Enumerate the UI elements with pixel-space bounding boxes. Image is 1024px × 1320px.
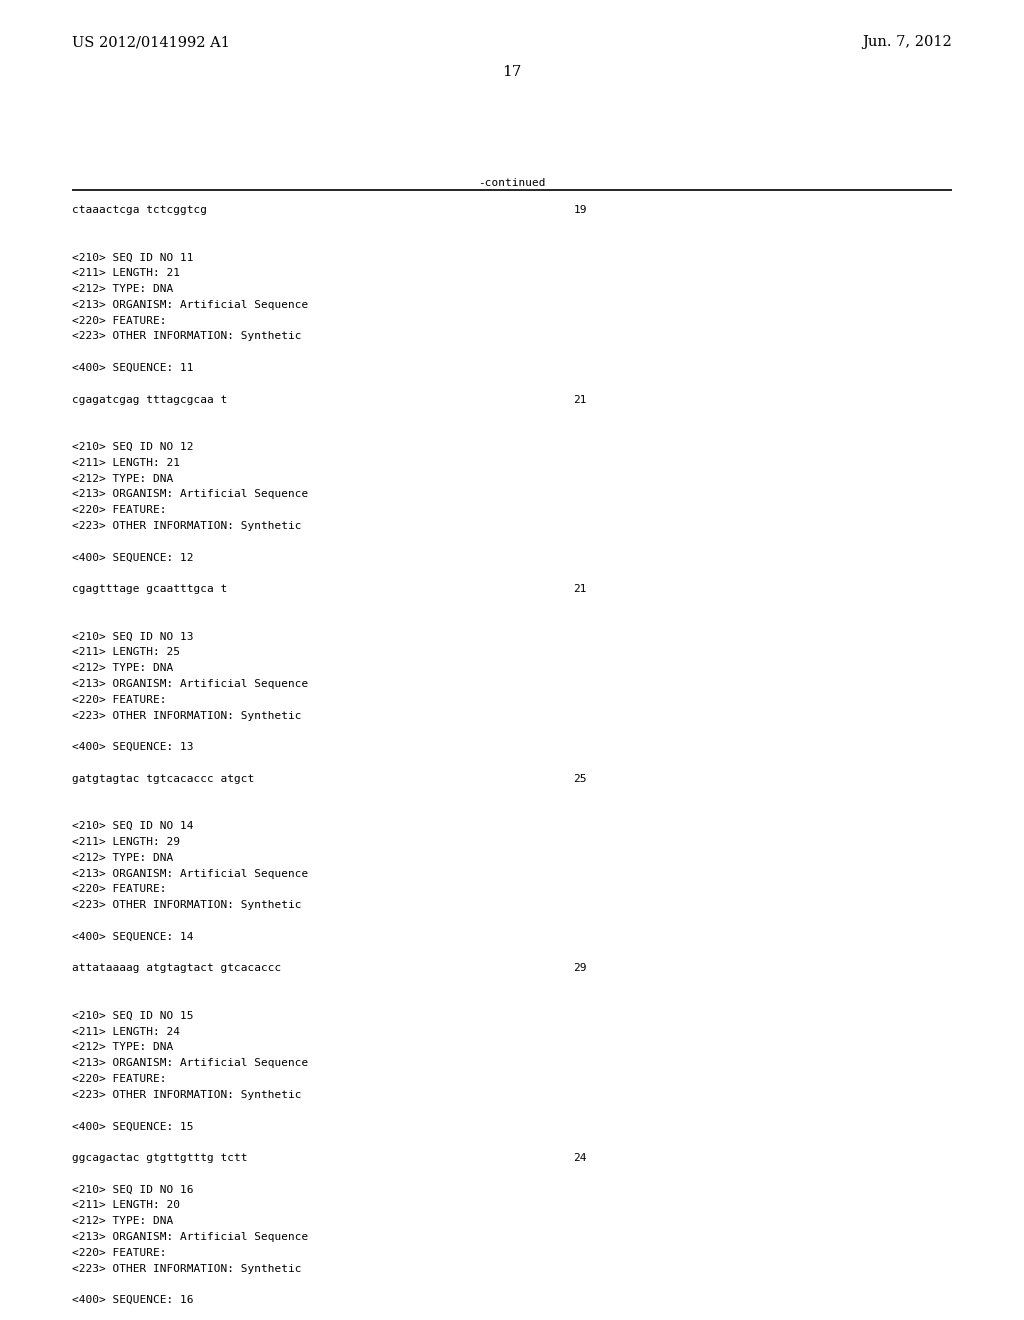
Text: 21: 21 — [573, 395, 587, 405]
Text: <223> OTHER INFORMATION: Synthetic: <223> OTHER INFORMATION: Synthetic — [72, 331, 301, 342]
Text: 21: 21 — [573, 585, 587, 594]
Text: <210> SEQ ID NO 14: <210> SEQ ID NO 14 — [72, 821, 194, 832]
Text: <220> FEATURE:: <220> FEATURE: — [72, 1247, 167, 1258]
Text: <220> FEATURE:: <220> FEATURE: — [72, 506, 167, 515]
Text: 29: 29 — [573, 964, 587, 973]
Text: <211> LENGTH: 24: <211> LENGTH: 24 — [72, 1027, 180, 1036]
Text: <213> ORGANISM: Artificial Sequence: <213> ORGANISM: Artificial Sequence — [72, 1059, 308, 1068]
Text: <211> LENGTH: 25: <211> LENGTH: 25 — [72, 647, 180, 657]
Text: <210> SEQ ID NO 15: <210> SEQ ID NO 15 — [72, 1011, 194, 1020]
Text: <211> LENGTH: 29: <211> LENGTH: 29 — [72, 837, 180, 847]
Text: <211> LENGTH: 21: <211> LENGTH: 21 — [72, 268, 180, 279]
Text: 25: 25 — [573, 774, 587, 784]
Text: <211> LENGTH: 20: <211> LENGTH: 20 — [72, 1200, 180, 1210]
Text: <212> TYPE: DNA: <212> TYPE: DNA — [72, 853, 173, 863]
Text: <210> SEQ ID NO 13: <210> SEQ ID NO 13 — [72, 631, 194, 642]
Text: 17: 17 — [503, 65, 521, 79]
Text: <212> TYPE: DNA: <212> TYPE: DNA — [72, 1043, 173, 1052]
Text: <213> ORGANISM: Artificial Sequence: <213> ORGANISM: Artificial Sequence — [72, 1232, 308, 1242]
Text: cgagatcgag tttagcgcaa t: cgagatcgag tttagcgcaa t — [72, 395, 227, 405]
Text: <212> TYPE: DNA: <212> TYPE: DNA — [72, 1216, 173, 1226]
Text: <220> FEATURE:: <220> FEATURE: — [72, 315, 167, 326]
Text: <400> SEQUENCE: 11: <400> SEQUENCE: 11 — [72, 363, 194, 374]
Text: <212> TYPE: DNA: <212> TYPE: DNA — [72, 284, 173, 294]
Text: <223> OTHER INFORMATION: Synthetic: <223> OTHER INFORMATION: Synthetic — [72, 1263, 301, 1274]
Text: <220> FEATURE:: <220> FEATURE: — [72, 1074, 167, 1084]
Text: <223> OTHER INFORMATION: Synthetic: <223> OTHER INFORMATION: Synthetic — [72, 1090, 301, 1100]
Text: <211> LENGTH: 21: <211> LENGTH: 21 — [72, 458, 180, 467]
Text: 24: 24 — [573, 1152, 587, 1163]
Text: <223> OTHER INFORMATION: Synthetic: <223> OTHER INFORMATION: Synthetic — [72, 900, 301, 911]
Text: <210> SEQ ID NO 16: <210> SEQ ID NO 16 — [72, 1184, 194, 1195]
Text: Jun. 7, 2012: Jun. 7, 2012 — [862, 36, 952, 49]
Text: <223> OTHER INFORMATION: Synthetic: <223> OTHER INFORMATION: Synthetic — [72, 710, 301, 721]
Text: ggcagactac gtgttgtttg tctt: ggcagactac gtgttgtttg tctt — [72, 1152, 248, 1163]
Text: <223> OTHER INFORMATION: Synthetic: <223> OTHER INFORMATION: Synthetic — [72, 521, 301, 531]
Text: cgagtttage gcaatttgca t: cgagtttage gcaatttgca t — [72, 585, 227, 594]
Text: 19: 19 — [573, 205, 587, 215]
Text: <220> FEATURE:: <220> FEATURE: — [72, 694, 167, 705]
Text: <212> TYPE: DNA: <212> TYPE: DNA — [72, 663, 173, 673]
Text: -continued: -continued — [478, 178, 546, 187]
Text: <400> SEQUENCE: 15: <400> SEQUENCE: 15 — [72, 1122, 194, 1131]
Text: <400> SEQUENCE: 12: <400> SEQUENCE: 12 — [72, 553, 194, 562]
Text: <210> SEQ ID NO 12: <210> SEQ ID NO 12 — [72, 442, 194, 451]
Text: <213> ORGANISM: Artificial Sequence: <213> ORGANISM: Artificial Sequence — [72, 869, 308, 879]
Text: <213> ORGANISM: Artificial Sequence: <213> ORGANISM: Artificial Sequence — [72, 300, 308, 310]
Text: <400> SEQUENCE: 14: <400> SEQUENCE: 14 — [72, 932, 194, 941]
Text: <220> FEATURE:: <220> FEATURE: — [72, 884, 167, 895]
Text: ctaaactcga tctcggtcg: ctaaactcga tctcggtcg — [72, 205, 207, 215]
Text: <400> SEQUENCE: 13: <400> SEQUENCE: 13 — [72, 742, 194, 752]
Text: gatgtagtac tgtcacaccc atgct: gatgtagtac tgtcacaccc atgct — [72, 774, 254, 784]
Text: <400> SEQUENCE: 16: <400> SEQUENCE: 16 — [72, 1295, 194, 1305]
Text: <213> ORGANISM: Artificial Sequence: <213> ORGANISM: Artificial Sequence — [72, 490, 308, 499]
Text: <212> TYPE: DNA: <212> TYPE: DNA — [72, 474, 173, 483]
Text: <210> SEQ ID NO 11: <210> SEQ ID NO 11 — [72, 252, 194, 263]
Text: <213> ORGANISM: Artificial Sequence: <213> ORGANISM: Artificial Sequence — [72, 678, 308, 689]
Text: attataaaag atgtagtact gtcacaccc: attataaaag atgtagtact gtcacaccc — [72, 964, 282, 973]
Text: US 2012/0141992 A1: US 2012/0141992 A1 — [72, 36, 229, 49]
